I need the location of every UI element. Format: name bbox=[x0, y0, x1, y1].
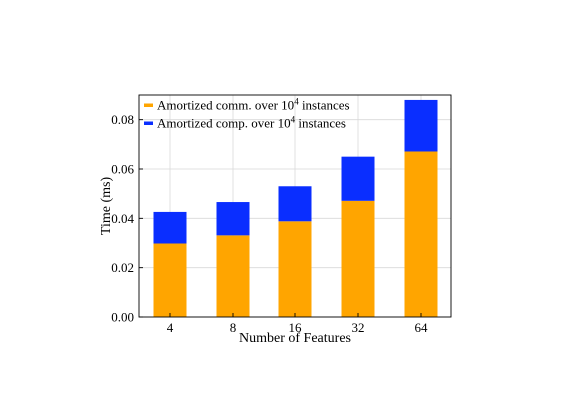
legend-label-comm: Amortized comm. over 104 instances bbox=[157, 97, 350, 113]
y-tick-label: 0.00 bbox=[111, 310, 134, 325]
bar-comp-32 bbox=[341, 156, 375, 201]
y-tick-label: 0.06 bbox=[111, 162, 134, 177]
bar-comp-4 bbox=[153, 211, 187, 244]
bars bbox=[153, 99, 438, 317]
bar-comp-16 bbox=[278, 186, 312, 222]
y-axis-ticks: 0.00 0.02 0.04 0.06 0.08 bbox=[111, 112, 143, 325]
bar-comp-8 bbox=[216, 202, 250, 236]
x-tick-label: 32 bbox=[352, 320, 365, 335]
legend-text-prefix: Amortized comp. over 10 bbox=[157, 116, 291, 131]
legend-swatch-comp bbox=[144, 121, 153, 125]
legend-text-prefix: Amortized comm. over 10 bbox=[157, 98, 294, 113]
x-tick-label: 16 bbox=[289, 320, 303, 335]
x-tick-label: 64 bbox=[415, 320, 429, 335]
legend: Amortized comm. over 104 instancesAmorti… bbox=[144, 97, 350, 131]
bar-comm-16 bbox=[278, 221, 312, 317]
bar-comm-64 bbox=[404, 151, 438, 317]
y-tick-label: 0.04 bbox=[111, 211, 134, 226]
bar-comm-8 bbox=[216, 235, 250, 317]
legend-text-exponent: 4 bbox=[294, 97, 299, 107]
legend-swatch-comm bbox=[144, 103, 153, 107]
legend-text-exponent: 4 bbox=[291, 115, 296, 125]
bar-comm-4 bbox=[153, 243, 187, 317]
legend-label-comp: Amortized comp. over 104 instances bbox=[157, 115, 346, 131]
x-tick-label: 8 bbox=[230, 320, 237, 335]
x-axis-ticks: 4 8 16 32 64 bbox=[167, 313, 428, 335]
bar-comp-64 bbox=[404, 99, 438, 152]
bar-comm-32 bbox=[341, 200, 375, 317]
x-tick-label: 4 bbox=[167, 320, 174, 335]
legend-text-suffix: instances bbox=[295, 116, 346, 131]
y-tick-label: 0.02 bbox=[111, 260, 134, 275]
y-tick-label: 0.08 bbox=[111, 112, 134, 127]
legend-text-suffix: instances bbox=[299, 98, 350, 113]
x-axis-label: Number of Features bbox=[239, 331, 351, 346]
y-axis-label: Time (ms) bbox=[99, 177, 114, 236]
